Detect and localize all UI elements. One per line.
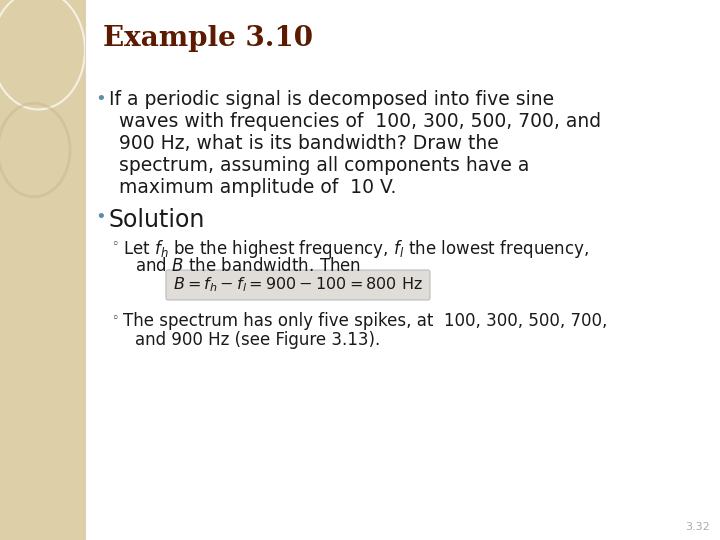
Text: and $B$ the bandwidth. Then: and $B$ the bandwidth. Then: [135, 257, 361, 275]
Text: Let $f_h$ be the highest frequency, $f_l$ the lowest frequency,: Let $f_h$ be the highest frequency, $f_l…: [123, 238, 589, 260]
Text: waves with frequencies of  100, 300, 500, 700, and: waves with frequencies of 100, 300, 500,…: [119, 112, 601, 131]
Text: 3.32: 3.32: [685, 522, 710, 532]
Text: 900 Hz, what is its bandwidth? Draw the: 900 Hz, what is its bandwidth? Draw the: [119, 134, 499, 153]
Text: spectrum, assuming all components have a: spectrum, assuming all components have a: [119, 156, 529, 175]
Text: and 900 Hz (see Figure 3.13).: and 900 Hz (see Figure 3.13).: [135, 331, 380, 349]
Text: Solution: Solution: [109, 208, 205, 232]
Text: If a periodic signal is decomposed into five sine: If a periodic signal is decomposed into …: [109, 90, 554, 109]
Text: maximum amplitude of  10 V.: maximum amplitude of 10 V.: [119, 178, 396, 197]
Text: The spectrum has only five spikes, at  100, 300, 500, 700,: The spectrum has only five spikes, at 10…: [123, 312, 608, 330]
Text: $B = f_h - f_l = 900 - 100 = 800\ \mathrm{Hz}$: $B = f_h - f_l = 900 - 100 = 800\ \mathr…: [173, 275, 423, 294]
Text: ◦: ◦: [111, 238, 118, 251]
Text: •: •: [95, 208, 106, 226]
Text: •: •: [95, 90, 106, 108]
Text: ◦: ◦: [111, 312, 118, 325]
Bar: [0, 0, 85, 540]
FancyBboxPatch shape: [166, 270, 430, 300]
Text: Example 3.10: Example 3.10: [103, 25, 313, 52]
